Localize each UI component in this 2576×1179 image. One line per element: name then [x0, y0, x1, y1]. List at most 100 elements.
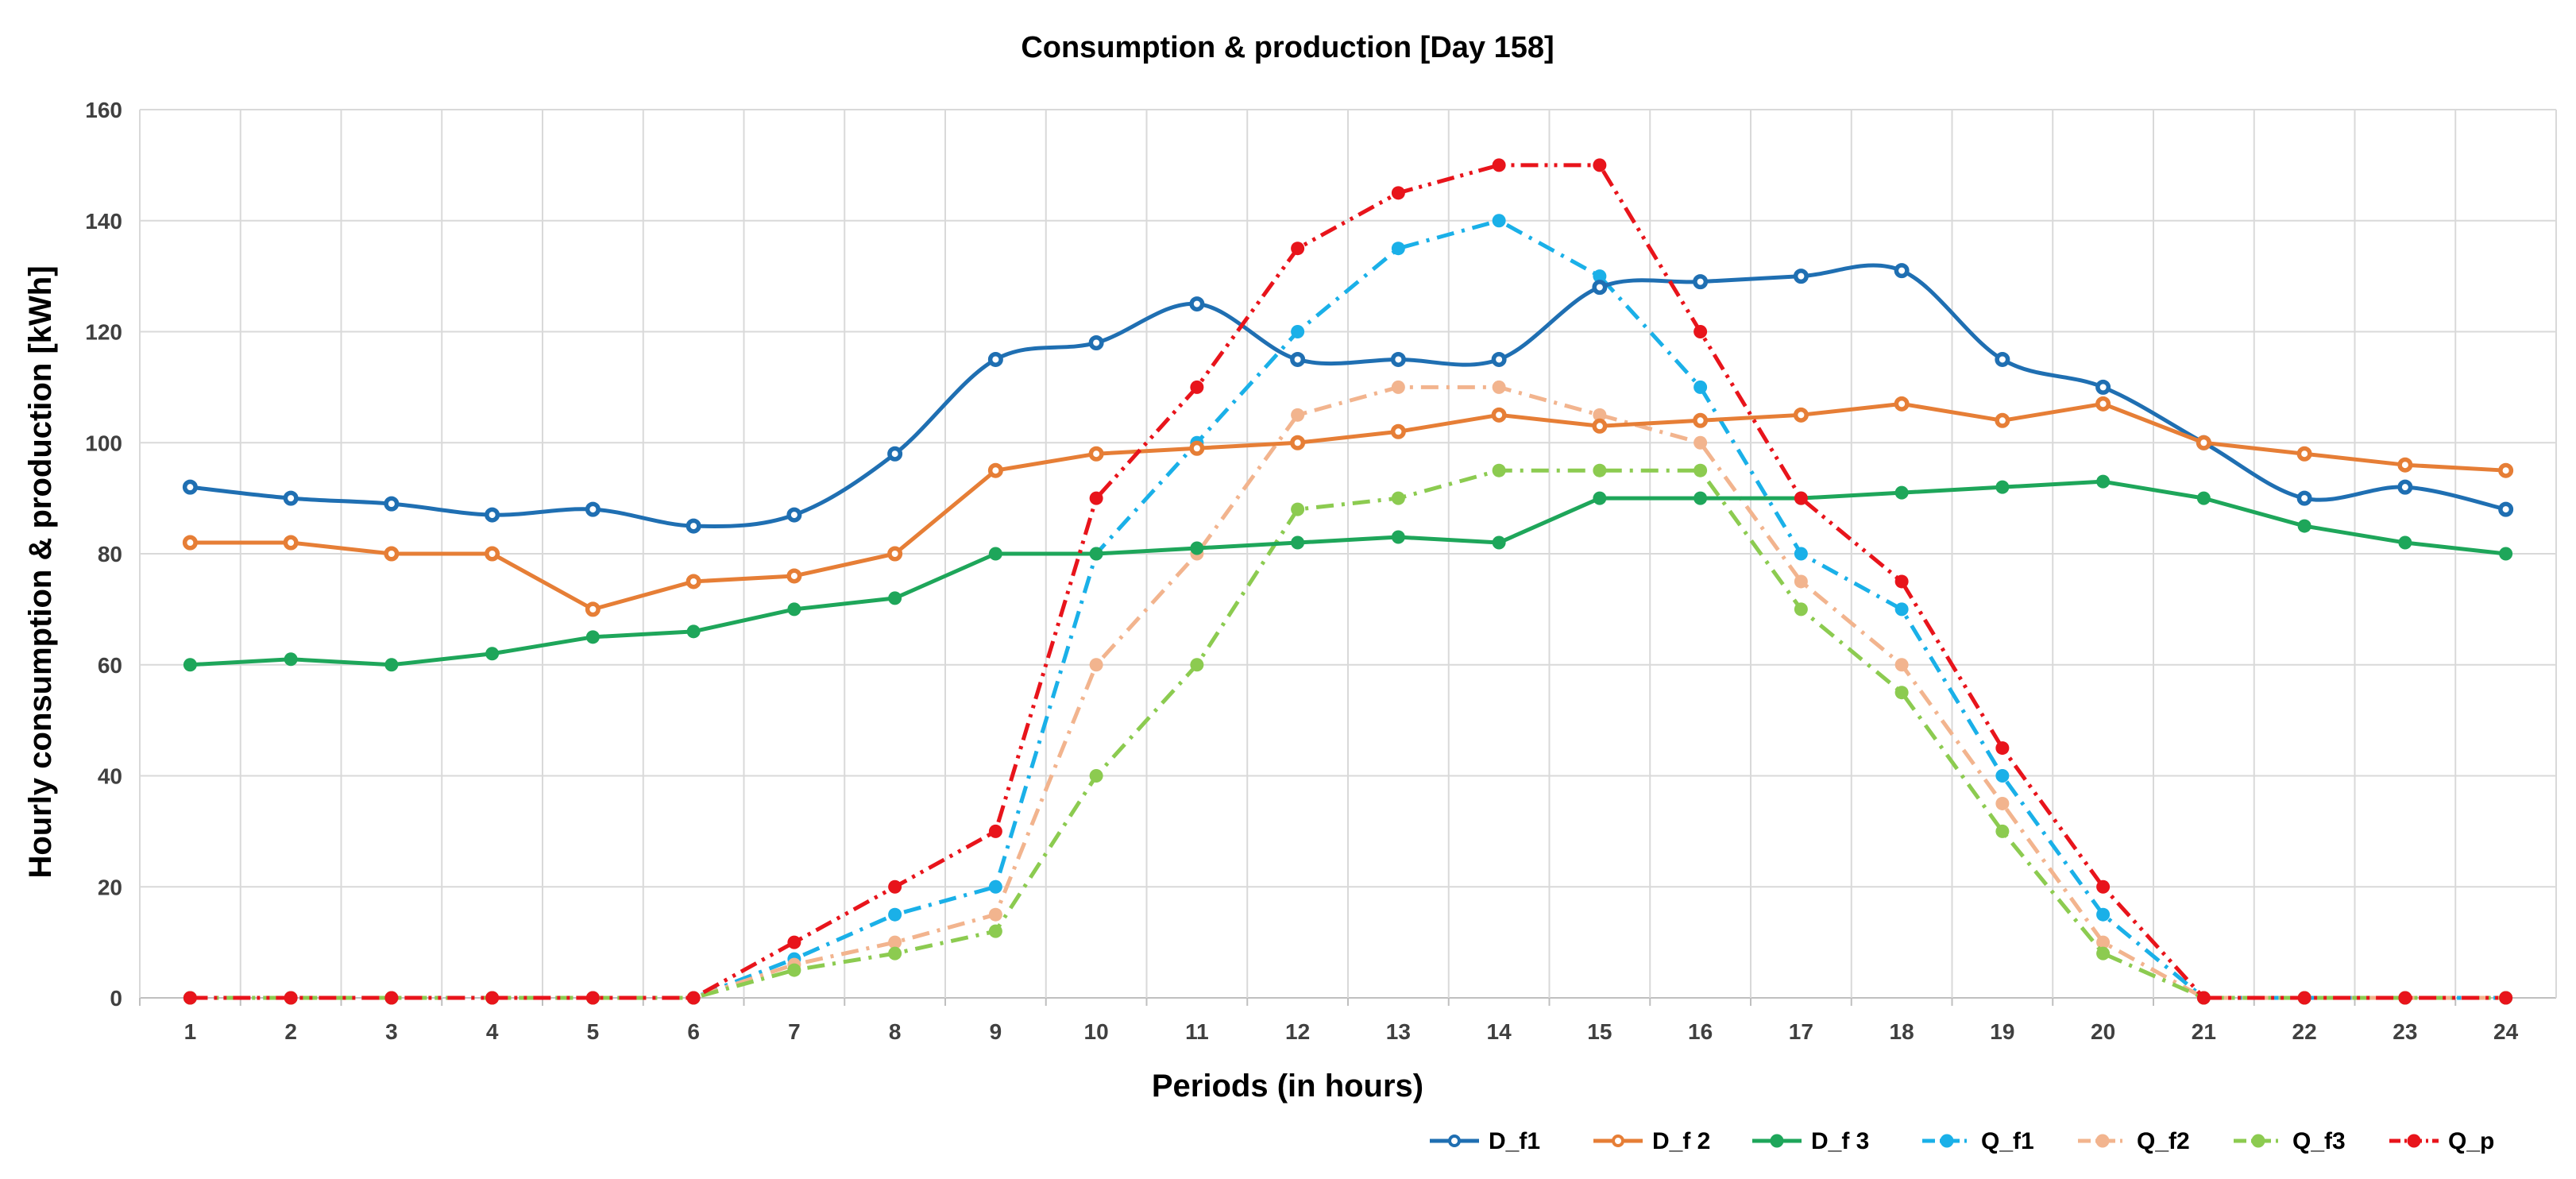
x-tick-label: 20: [2091, 1019, 2115, 1044]
data-point-q-p: [2398, 991, 2412, 1005]
data-point-d-f-3: [1995, 480, 2010, 494]
data-point-center-d-f-2: [690, 578, 697, 585]
data-point-center-d-f-2: [992, 467, 999, 474]
data-point-q-f2: [888, 935, 902, 949]
data-point-q-p: [1492, 158, 1506, 172]
data-point-q-f3: [2096, 946, 2111, 961]
data-point-q-f2: [1694, 435, 1708, 450]
y-tick-label: 80: [98, 542, 122, 566]
data-point-q-p: [888, 879, 902, 894]
x-tick-label: 8: [889, 1019, 902, 1044]
data-point-q-f2: [1391, 380, 1405, 394]
data-point-q-p: [2499, 991, 2513, 1005]
data-point-q-p: [485, 991, 500, 1005]
data-point-d-f-3: [284, 652, 298, 667]
series-line-q-f3: [190, 468, 2506, 1000]
legend-marker-d-f-3: [1770, 1134, 1784, 1148]
data-point-center-d-f-2: [2401, 462, 2408, 469]
data-point-q-p: [1291, 242, 1305, 256]
data-point-center-d-f1: [690, 523, 697, 530]
data-point-center-d-f-2: [1596, 423, 1603, 430]
data-point-q-f2: [1794, 574, 1808, 589]
data-point-d-f-3: [2398, 535, 2412, 550]
series-line-q-f2: [190, 385, 2506, 1000]
x-tick-label: 5: [587, 1019, 600, 1044]
series-d-f1: [182, 263, 2514, 534]
data-point-d-f-3: [1291, 535, 1305, 550]
data-point-center-d-f1: [790, 512, 798, 519]
series-d-f-2: [182, 396, 2514, 617]
data-point-center-d-f-2: [1999, 417, 2006, 424]
data-point-center-d-f-2: [187, 539, 194, 547]
data-point-center-d-f-2: [2099, 400, 2107, 408]
data-point-q-f1: [1995, 769, 2010, 783]
data-point-center-d-f-2: [2200, 439, 2207, 446]
x-tick-label: 1: [184, 1019, 197, 1044]
data-point-center-d-f1: [2099, 384, 2107, 391]
x-tick-label: 6: [687, 1019, 700, 1044]
data-point-center-d-f-2: [2502, 467, 2509, 474]
data-point-q-f3: [1593, 463, 1607, 477]
legend-item-d-f1: D_f1: [1430, 1128, 1540, 1154]
data-point-q-f1: [988, 879, 1002, 894]
data-point-q-p: [2096, 879, 2111, 894]
legend-label-q-f2: Q_f2: [2137, 1128, 2190, 1154]
legend-item-q-f1: Q_f1: [1922, 1128, 2034, 1154]
x-tick-label: 16: [1688, 1019, 1713, 1044]
data-point-center-d-f1: [1697, 278, 1704, 285]
legend-item-q-f3: Q_f3: [2234, 1128, 2346, 1154]
data-point-d-f-3: [1694, 491, 1708, 505]
series-layer: [182, 158, 2514, 1005]
data-point-d-f-3: [485, 647, 500, 661]
legend-label-q-f3: Q_f3: [2292, 1128, 2346, 1154]
data-point-q-p: [1894, 574, 1909, 589]
data-point-q-f3: [1089, 769, 1103, 783]
data-point-q-f2: [1593, 408, 1607, 422]
x-tick-label: 18: [1890, 1019, 1914, 1044]
data-point-q-p: [1593, 158, 1607, 172]
legend-item-d-f-3: D_f 3: [1752, 1128, 1869, 1154]
data-point-d-f-3: [1089, 547, 1103, 561]
data-point-q-f3: [1391, 491, 1405, 505]
data-point-d-f-3: [1593, 491, 1607, 505]
legend-marker-center-d-f1: [1451, 1138, 1458, 1144]
data-point-center-d-f-2: [790, 572, 798, 579]
data-point-center-d-f1: [1395, 356, 1402, 363]
y-tick-label: 140: [85, 209, 122, 234]
x-tick-label: 22: [2292, 1019, 2317, 1044]
legend: D_f1 D_f 2 D_f 3 Q_f1 Q_f2 Q_f3 Q_p: [1430, 1128, 2494, 1154]
data-point-center-d-f-2: [388, 551, 395, 557]
data-point-center-d-f1: [589, 506, 597, 513]
data-point-q-f3: [888, 946, 902, 961]
series-line-q-f1: [190, 218, 2506, 1000]
data-point-d-f-3: [2096, 474, 2111, 489]
x-tick-label: 24: [2493, 1019, 2519, 1044]
series-line-d-f-3: [190, 479, 2506, 667]
data-point-d-f-3: [1894, 485, 1909, 500]
data-point-center-d-f1: [2301, 495, 2308, 502]
series-d-f-3: [183, 474, 2513, 672]
data-point-q-f2: [1089, 658, 1103, 672]
data-point-q-f1: [1492, 214, 1506, 228]
data-point-center-d-f1: [992, 356, 999, 363]
data-point-q-f3: [1995, 824, 2010, 838]
y-tick-label: 20: [98, 875, 122, 899]
data-point-center-d-f1: [489, 512, 496, 519]
data-point-q-f3: [787, 963, 801, 977]
legend-marker-q-p: [2407, 1134, 2421, 1148]
data-point-d-f-3: [384, 658, 399, 672]
data-point-q-f3: [1492, 463, 1506, 477]
data-point-center-d-f-2: [1193, 445, 1200, 452]
x-tick-label: 19: [1990, 1019, 2014, 1044]
data-point-center-d-f1: [1898, 267, 1906, 274]
data-point-q-f1: [1794, 547, 1808, 561]
data-point-q-p: [284, 991, 298, 1005]
x-tick-label: 17: [1789, 1019, 1813, 1044]
data-point-center-d-f1: [1999, 356, 2006, 363]
data-point-d-f-3: [2196, 491, 2211, 505]
x-tick-label: 11: [1185, 1019, 1209, 1044]
legend-label-d-f-3: D_f 3: [1811, 1128, 1869, 1154]
data-point-q-p: [183, 991, 197, 1005]
